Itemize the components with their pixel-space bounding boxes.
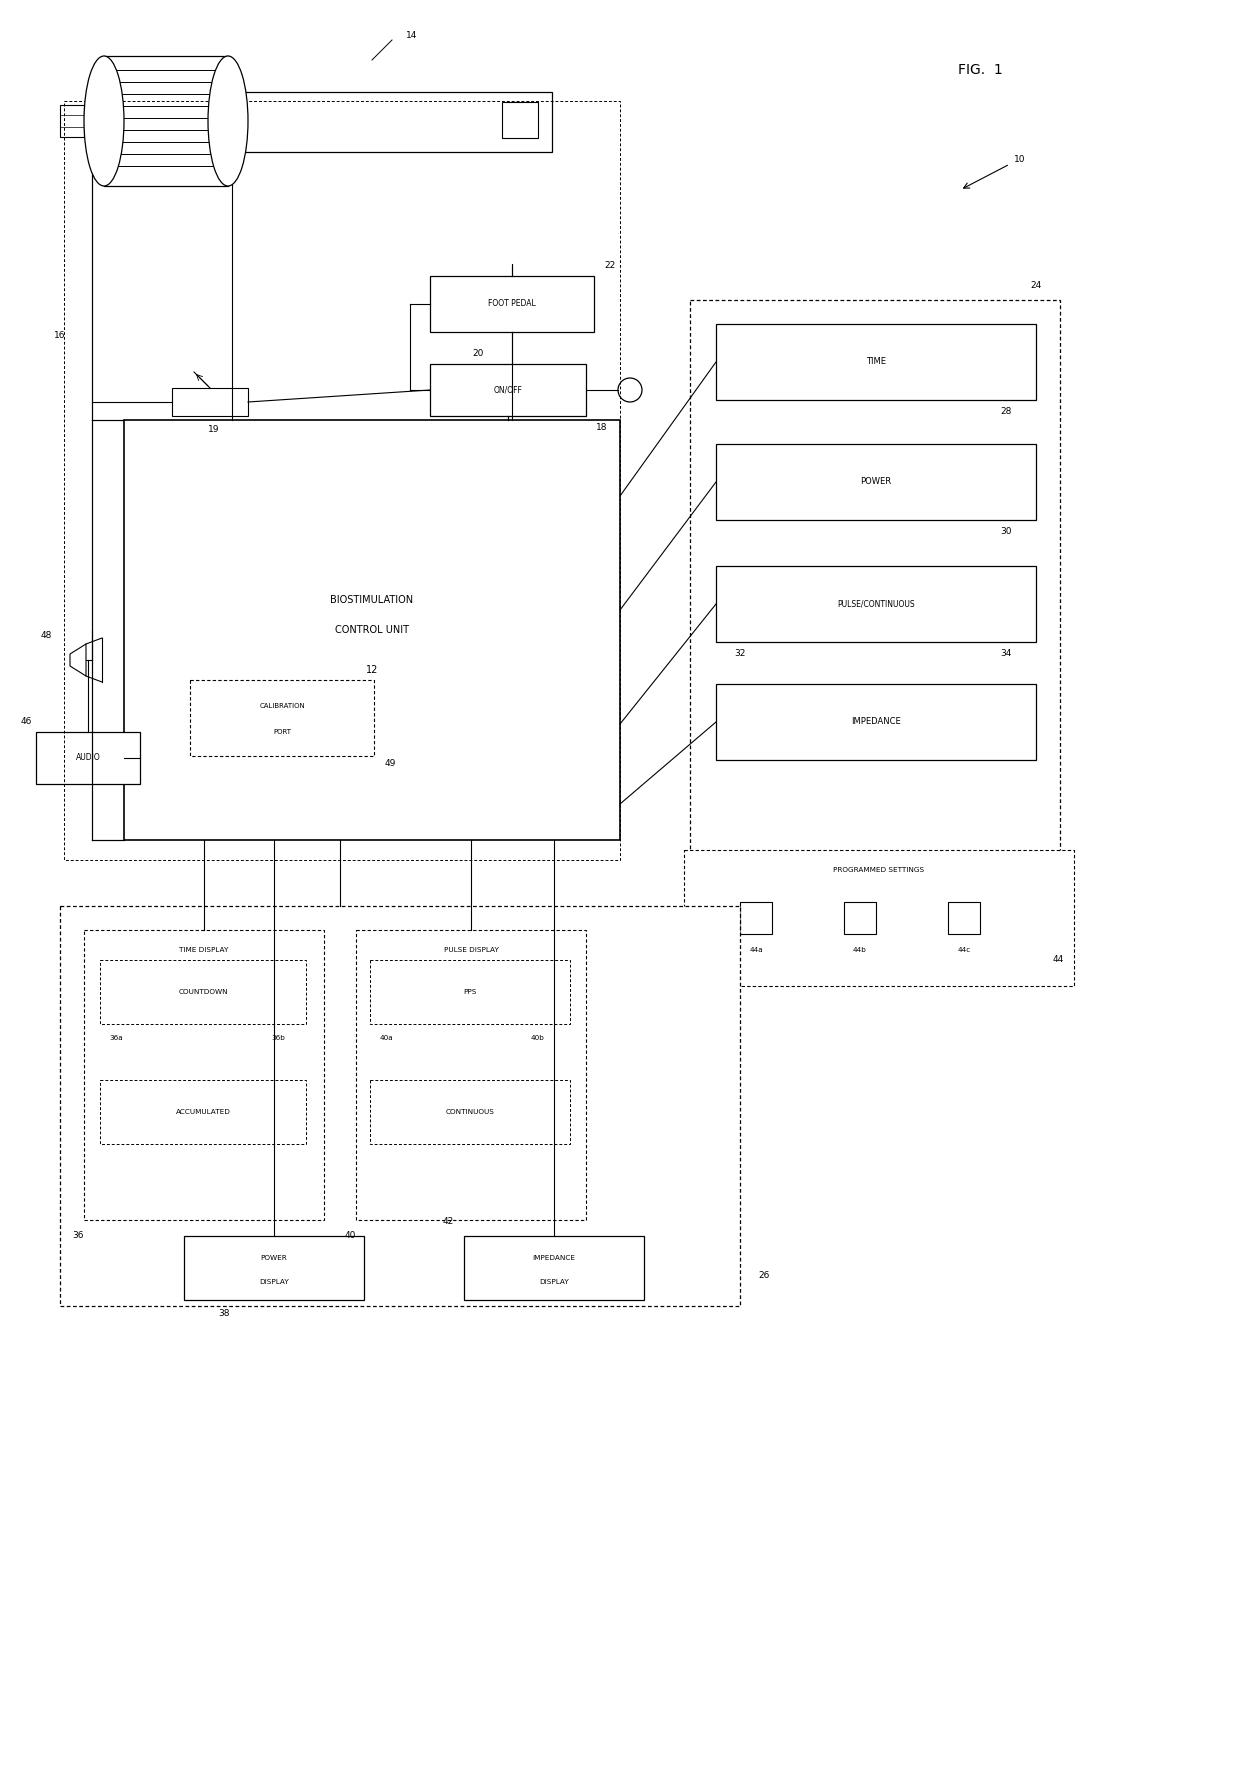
Ellipse shape bbox=[84, 55, 124, 185]
FancyBboxPatch shape bbox=[356, 930, 587, 1221]
FancyBboxPatch shape bbox=[36, 732, 140, 784]
Text: 38: 38 bbox=[218, 1310, 229, 1319]
Text: 44: 44 bbox=[1053, 955, 1064, 964]
FancyBboxPatch shape bbox=[124, 421, 620, 839]
FancyBboxPatch shape bbox=[689, 299, 1060, 870]
Text: DISPLAY: DISPLAY bbox=[539, 1279, 569, 1285]
Text: 44c: 44c bbox=[957, 946, 971, 953]
Text: 42: 42 bbox=[443, 1217, 454, 1226]
Text: DISPLAY: DISPLAY bbox=[259, 1279, 289, 1285]
Text: 18: 18 bbox=[596, 424, 608, 433]
FancyBboxPatch shape bbox=[212, 93, 552, 151]
FancyBboxPatch shape bbox=[715, 444, 1035, 520]
Text: 20: 20 bbox=[472, 349, 484, 358]
FancyBboxPatch shape bbox=[740, 902, 773, 934]
Text: 14: 14 bbox=[407, 32, 418, 41]
Text: 19: 19 bbox=[208, 426, 219, 435]
Text: 16: 16 bbox=[55, 331, 66, 340]
Text: ACCUMULATED: ACCUMULATED bbox=[176, 1108, 231, 1116]
Text: 44b: 44b bbox=[853, 946, 867, 953]
Text: PORT: PORT bbox=[273, 729, 291, 734]
Text: 36: 36 bbox=[72, 1231, 84, 1240]
FancyBboxPatch shape bbox=[684, 850, 1074, 985]
Text: 26: 26 bbox=[759, 1272, 770, 1281]
Text: 12: 12 bbox=[366, 665, 378, 675]
Text: 40: 40 bbox=[345, 1231, 356, 1240]
Text: 30: 30 bbox=[1001, 527, 1012, 536]
Text: 49: 49 bbox=[384, 759, 396, 768]
Text: 48: 48 bbox=[41, 631, 52, 640]
FancyBboxPatch shape bbox=[430, 276, 594, 331]
FancyBboxPatch shape bbox=[84, 930, 324, 1221]
FancyBboxPatch shape bbox=[60, 105, 84, 137]
Text: FOOT PEDAL: FOOT PEDAL bbox=[489, 299, 536, 308]
FancyBboxPatch shape bbox=[100, 1080, 306, 1144]
Text: COUNTDOWN: COUNTDOWN bbox=[179, 989, 228, 994]
Text: 36b: 36b bbox=[272, 1035, 285, 1041]
Text: PROGRAMMED SETTINGS: PROGRAMMED SETTINGS bbox=[833, 868, 925, 873]
Text: 40b: 40b bbox=[531, 1035, 544, 1041]
Text: CONTROL UNIT: CONTROL UNIT bbox=[335, 625, 409, 634]
Text: 24: 24 bbox=[1030, 282, 1042, 290]
Text: 44a: 44a bbox=[749, 946, 763, 953]
Text: 28: 28 bbox=[1001, 408, 1012, 417]
FancyBboxPatch shape bbox=[172, 388, 248, 415]
Text: POWER: POWER bbox=[260, 1255, 288, 1262]
Text: TIME: TIME bbox=[866, 358, 887, 367]
FancyBboxPatch shape bbox=[715, 567, 1035, 642]
FancyBboxPatch shape bbox=[715, 324, 1035, 399]
FancyBboxPatch shape bbox=[184, 1237, 365, 1301]
Text: CONTINUOUS: CONTINUOUS bbox=[445, 1108, 495, 1116]
Text: POWER: POWER bbox=[861, 478, 892, 486]
Text: CALIBRATION: CALIBRATION bbox=[259, 704, 305, 709]
Text: 22: 22 bbox=[604, 262, 615, 271]
Text: 32: 32 bbox=[734, 649, 745, 659]
Polygon shape bbox=[69, 643, 86, 675]
FancyBboxPatch shape bbox=[464, 1237, 644, 1301]
Text: ON/OFF: ON/OFF bbox=[494, 385, 522, 394]
Text: IMPEDANCE: IMPEDANCE bbox=[532, 1255, 575, 1262]
Text: 46: 46 bbox=[20, 718, 32, 727]
FancyBboxPatch shape bbox=[370, 1080, 570, 1144]
FancyBboxPatch shape bbox=[949, 902, 980, 934]
Text: 10: 10 bbox=[1014, 155, 1025, 164]
Text: TIME DISPLAY: TIME DISPLAY bbox=[180, 946, 228, 953]
Text: 36a: 36a bbox=[109, 1035, 123, 1041]
Text: PPS: PPS bbox=[464, 989, 476, 994]
Text: PULSE DISPLAY: PULSE DISPLAY bbox=[444, 946, 498, 953]
FancyBboxPatch shape bbox=[844, 902, 875, 934]
Text: 34: 34 bbox=[1001, 649, 1012, 659]
FancyBboxPatch shape bbox=[60, 905, 740, 1306]
Text: PULSE/CONTINUOUS: PULSE/CONTINUOUS bbox=[837, 599, 915, 608]
FancyBboxPatch shape bbox=[100, 960, 306, 1025]
Text: 40a: 40a bbox=[379, 1035, 393, 1041]
Text: AUDIO: AUDIO bbox=[76, 754, 100, 763]
Text: BIOSTIMULATION: BIOSTIMULATION bbox=[330, 595, 414, 606]
FancyBboxPatch shape bbox=[715, 684, 1035, 759]
FancyBboxPatch shape bbox=[190, 681, 374, 756]
FancyBboxPatch shape bbox=[370, 960, 570, 1025]
Ellipse shape bbox=[208, 55, 248, 185]
Text: IMPEDANCE: IMPEDANCE bbox=[851, 718, 901, 727]
FancyBboxPatch shape bbox=[502, 102, 538, 137]
Text: FIG.  1: FIG. 1 bbox=[957, 62, 1002, 77]
FancyBboxPatch shape bbox=[430, 364, 587, 415]
